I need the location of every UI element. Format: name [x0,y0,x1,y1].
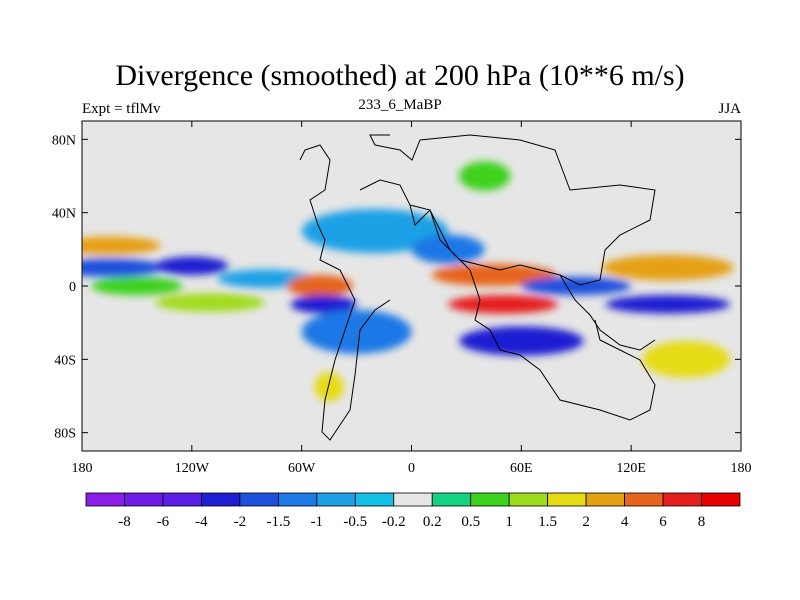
colorbar-swatch [701,492,741,507]
africa-outline [409,204,656,421]
colorbar-label: 1 [505,514,513,530]
field-blob [314,372,344,402]
colorbar-label: -1 [311,514,324,530]
colorbar-swatch [124,492,164,507]
colorbar-label: -0.2 [382,514,406,530]
axis-ticks: 180 120W 60W 0 60E 120E 180 80N 40N 0 40S 80S [52,121,752,476]
colorbar-swatch [201,492,241,507]
x-tick-label: 120E [616,461,646,476]
colorbar-swatch [354,492,395,507]
field-blob [521,276,632,296]
x-tick-label: 180 [731,461,752,476]
experiment-label: Expt = tflMv [82,101,161,117]
x-tick-label: 0 [408,461,415,476]
colorbar-label: 0.5 [461,514,480,530]
colorbar-swatch [585,492,625,507]
season-label: JJA [718,101,741,117]
field-blob [91,276,183,296]
colorbar-label: -2 [234,514,247,530]
field-blob [155,293,266,312]
field-blob [287,275,353,297]
y-tick-label: 0 [69,280,76,295]
colorbar-swatch [508,492,549,507]
colorbar-label: -8 [118,514,131,530]
run-label: 233_6_MaBP [358,97,442,113]
colorbar-swatch [85,492,125,507]
colorbar-label: -1.5 [266,514,290,530]
colorbar-label: 0.2 [423,514,442,530]
eurasia-outline [359,134,656,286]
colorbar-swatch [277,492,318,507]
x-tick-label: 180 [72,461,93,476]
x-tick-label: 60E [510,461,533,476]
colorbar-label: -4 [195,514,208,530]
pacific-outline [559,274,656,351]
colorbar-swatch [547,492,587,507]
colorbar-swatch [470,492,510,507]
colorbar-swatch [239,492,279,507]
colorbar-label: 1.5 [538,514,557,530]
continent-outline [299,134,656,441]
field-blob [431,264,557,286]
y-tick-label: 80N [52,133,76,148]
x-tick-label: 120W [175,461,210,476]
colorbar-label: 2 [582,514,590,530]
field-blob [459,161,511,191]
colorbar-swatch [431,492,472,507]
colorbar-swatch [624,492,664,507]
field-blob [290,295,357,314]
colorbar-swatch [316,492,356,507]
field-blob [605,295,731,314]
divergence-field [82,121,741,451]
field-background [82,121,741,451]
field-blob [82,258,165,277]
americas-outline [299,144,391,441]
colorbar-label: -6 [157,514,170,530]
field-blob [459,326,584,356]
colorbar-label: 4 [621,514,629,530]
field-blob [301,209,449,253]
field-blob [448,295,558,314]
field-blob [642,341,731,378]
y-tick-label: 80S [54,427,76,442]
field-blob [601,254,734,281]
field-blob [155,256,229,276]
x-tick-label: 60W [288,461,316,476]
field-blob [82,236,161,255]
colorbar-swatch [393,492,433,507]
chart-title: Divergence (smoothed) at 200 hPa (10**6 … [115,59,685,92]
y-tick-label: 40N [52,207,76,222]
colorbar-label: -0.5 [343,514,367,530]
colorbar-label: 6 [659,514,667,530]
field-blob [411,234,485,264]
colorbar-swatch [662,492,702,507]
colorbar-label: 8 [698,514,706,530]
colorbar: -8 -6 -4 -2 -1.5 -1 -0.5 -0.2 0.2 0.5 1 1.5 2 4 6 8 [85,492,741,530]
y-tick-label: 40S [54,353,76,368]
field-blob [301,309,412,354]
colorbar-swatch [162,492,202,507]
